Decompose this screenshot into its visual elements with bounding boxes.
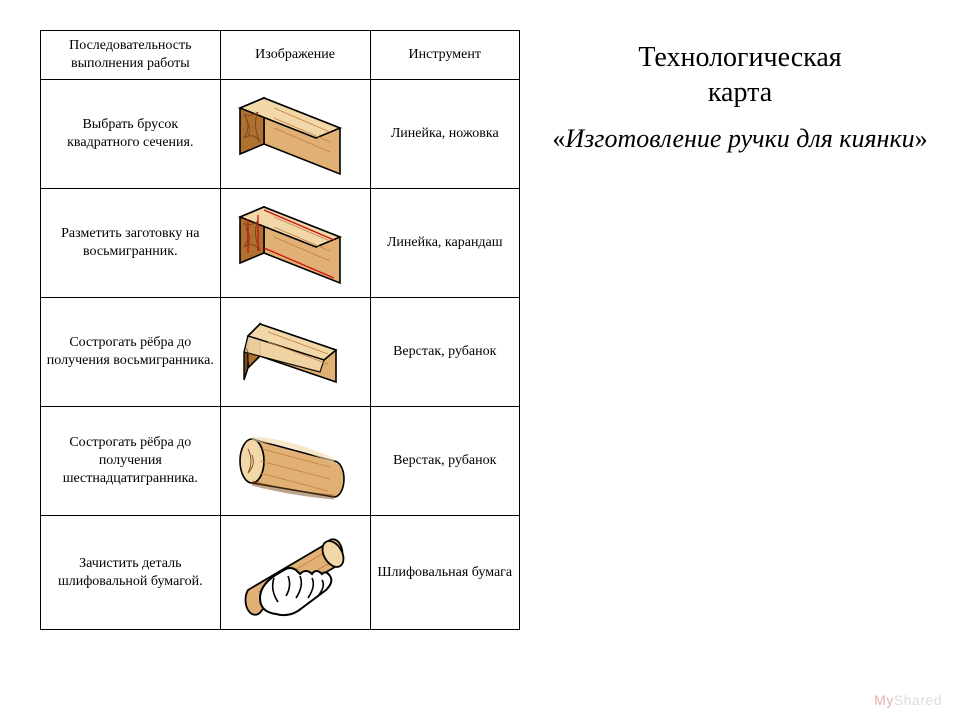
round-icon — [230, 411, 360, 511]
image-cell — [220, 298, 370, 407]
watermark-my: My — [874, 692, 894, 708]
tool-cell: Линейка, карандаш — [370, 189, 520, 298]
subtitle-prefix: « — [552, 124, 565, 153]
image-cell — [220, 407, 370, 516]
tool-cell: Линейка, ножовка — [370, 80, 520, 189]
table-row: Выбрать брусок квадратного сечения. Лине… — [41, 80, 520, 189]
step-cell: Выбрать брусок квадратного сечения. — [41, 80, 221, 189]
title-panel: Технологическая карта «Изготовление ручк… — [520, 30, 940, 700]
step-cell: Сострогать рёбра до получения восьмигран… — [41, 298, 221, 407]
title-line1: Технологическая — [638, 42, 841, 73]
image-cell — [220, 516, 370, 630]
step-cell: Зачистить деталь шлифовальной бумагой. — [41, 516, 221, 630]
table-row: Сострогать рёбра до получения шестнадцат… — [41, 407, 520, 516]
tool-cell: Шлифовальная бумага — [370, 516, 520, 630]
watermark-shared: Shared — [894, 692, 942, 708]
table-header-row: Последовательность выполнения работы Изо… — [41, 31, 520, 80]
square-marked-icon — [230, 193, 360, 293]
tool-cell: Верстак, рубанок — [370, 298, 520, 407]
image-cell — [220, 80, 370, 189]
tool-cell: Верстак, рубанок — [370, 407, 520, 516]
subtitle-suffix: » — [915, 124, 928, 153]
hand-icon — [230, 520, 360, 625]
table-container: Последовательность выполнения работы Изо… — [40, 30, 520, 700]
table-row: Зачистить деталь шлифовальной бумагой. Ш… — [41, 516, 520, 630]
step-cell: Сострогать рёбра до получения шестнадцат… — [41, 407, 221, 516]
header-tool: Инструмент — [370, 31, 520, 80]
title-line2: карта — [708, 77, 772, 108]
header-step: Последовательность выполнения работы — [41, 31, 221, 80]
process-table: Последовательность выполнения работы Изо… — [40, 30, 520, 630]
table-row: Сострогать рёбра до получения восьмигран… — [41, 298, 520, 407]
image-cell — [220, 189, 370, 298]
watermark: MyShared — [874, 692, 942, 708]
octagon-icon — [230, 302, 360, 402]
page-title: Технологическая карта — [540, 40, 940, 110]
step-cell: Разметить заготовку на восьмигранник. — [41, 189, 221, 298]
table-row: Разметить заготовку на восьмигранник. Ли… — [41, 189, 520, 298]
header-image: Изображение — [220, 31, 370, 80]
subtitle-text: Изготовление ручки для киянки — [565, 124, 914, 153]
page-subtitle: «Изготовление ручки для киянки» — [540, 122, 940, 156]
square-icon — [230, 84, 360, 184]
